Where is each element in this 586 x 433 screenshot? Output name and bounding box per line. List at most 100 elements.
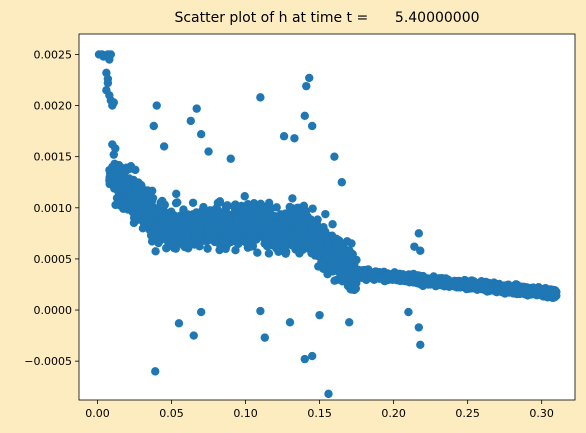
scatter-point bbox=[226, 232, 236, 241]
scatter-point bbox=[348, 254, 358, 264]
scatter-point bbox=[152, 101, 161, 110]
scatter-point bbox=[324, 389, 333, 399]
scatter-point bbox=[193, 232, 203, 241]
y-tick-label: 0.0005 bbox=[34, 253, 73, 266]
scatter-point bbox=[419, 279, 428, 288]
scatter-point bbox=[256, 226, 265, 235]
scatter-point bbox=[259, 218, 269, 228]
scatter-point bbox=[274, 247, 283, 257]
scatter-point bbox=[265, 211, 274, 221]
scatter-point bbox=[234, 216, 244, 226]
scatter-point bbox=[138, 224, 148, 233]
scatter-point bbox=[269, 220, 278, 230]
scatter-point bbox=[196, 307, 206, 317]
scatter-point bbox=[307, 225, 317, 235]
x-tick-label: 0.25 bbox=[455, 407, 480, 420]
scatter-point bbox=[330, 250, 339, 260]
scatter-point bbox=[131, 205, 140, 215]
scatter-point bbox=[478, 283, 487, 292]
scatter-point bbox=[500, 285, 509, 294]
scatter-point bbox=[122, 185, 132, 194]
y-axis: −0.0005 0.0000 0.0005 0.0010 0.0015 0.0020 0.0… bbox=[24, 48, 79, 368]
scatter-point bbox=[328, 220, 337, 229]
scatter-point bbox=[234, 239, 243, 249]
scatter-point bbox=[293, 230, 302, 239]
scatter-point bbox=[291, 208, 300, 218]
scatter-point bbox=[164, 232, 174, 241]
scatter-point bbox=[448, 281, 458, 290]
scatter-point bbox=[174, 217, 184, 227]
scatter-point bbox=[337, 178, 347, 187]
scatter-point bbox=[345, 318, 354, 327]
scatter-point bbox=[367, 273, 376, 282]
scatter-point bbox=[342, 237, 352, 246]
scatter-point bbox=[210, 232, 219, 241]
x-tick-label: 0.05 bbox=[159, 407, 184, 420]
scatter-point bbox=[253, 248, 262, 257]
scatter-point bbox=[411, 278, 421, 287]
scatter-point bbox=[328, 267, 338, 276]
scatter-point bbox=[288, 194, 297, 203]
scatter-point bbox=[549, 289, 558, 298]
scatter-point bbox=[196, 129, 206, 139]
scatter-point bbox=[345, 264, 354, 274]
scatter-point bbox=[416, 246, 425, 255]
scatter-point bbox=[231, 245, 240, 255]
scatter-point bbox=[537, 288, 546, 297]
scatter-point bbox=[322, 244, 332, 253]
scatter-point bbox=[241, 238, 251, 247]
scatter-point bbox=[109, 150, 118, 159]
scatter-point bbox=[205, 214, 214, 224]
chart-title: Scatter plot of h at time t = 5.40000000 bbox=[174, 10, 479, 26]
scatter-point bbox=[232, 202, 242, 211]
scatter-point bbox=[485, 284, 495, 293]
scatter-point bbox=[233, 225, 243, 234]
scatter-point bbox=[285, 318, 295, 327]
scatter-point bbox=[171, 198, 181, 208]
scatter-point bbox=[404, 307, 413, 317]
scatter-point bbox=[170, 238, 179, 248]
scatter-point bbox=[298, 213, 307, 223]
scatter-point bbox=[352, 269, 361, 278]
scatter-point bbox=[330, 152, 339, 161]
y-tick-label: 0.0000 bbox=[34, 304, 73, 317]
scatter-point bbox=[331, 241, 341, 250]
y-tick-label: 0.0025 bbox=[34, 48, 73, 61]
scatter-point bbox=[359, 271, 369, 280]
y-tick-label: −0.0005 bbox=[24, 355, 72, 368]
scatter-point bbox=[159, 142, 169, 151]
scatter-point bbox=[263, 227, 272, 236]
scatter-point bbox=[149, 121, 158, 131]
scatter-point bbox=[157, 200, 167, 209]
scatter-point bbox=[186, 116, 195, 126]
y-tick-label: 0.0015 bbox=[34, 151, 73, 164]
scatter-point bbox=[433, 280, 443, 289]
scatter-point bbox=[165, 224, 174, 234]
scatter-point bbox=[290, 134, 299, 143]
scatter-point bbox=[103, 78, 113, 88]
scatter-point bbox=[183, 210, 193, 219]
scatter-point bbox=[300, 232, 309, 241]
scatter-point bbox=[241, 225, 250, 234]
scatter-point bbox=[172, 189, 181, 199]
scatter-point bbox=[224, 217, 234, 226]
scatter-point bbox=[167, 215, 176, 225]
scatter-point bbox=[300, 111, 309, 120]
scatter-point bbox=[306, 215, 315, 224]
x-tick-label: 0.30 bbox=[529, 407, 554, 420]
scatter-point bbox=[192, 104, 201, 113]
scatter-point bbox=[189, 331, 198, 340]
scatter-point bbox=[530, 287, 539, 296]
scatter-point bbox=[351, 284, 361, 293]
scatter-point bbox=[151, 367, 160, 376]
scatter-point bbox=[285, 229, 295, 238]
scatter-point bbox=[105, 55, 114, 64]
scatter-point bbox=[299, 201, 309, 210]
scatter-point bbox=[308, 204, 317, 213]
scatter-point bbox=[279, 132, 289, 141]
scatter-point bbox=[218, 208, 228, 218]
x-tick-label: 0.20 bbox=[381, 407, 406, 420]
scatter-point bbox=[374, 274, 384, 283]
scatter-points bbox=[94, 50, 558, 399]
scatter-point bbox=[414, 229, 423, 238]
